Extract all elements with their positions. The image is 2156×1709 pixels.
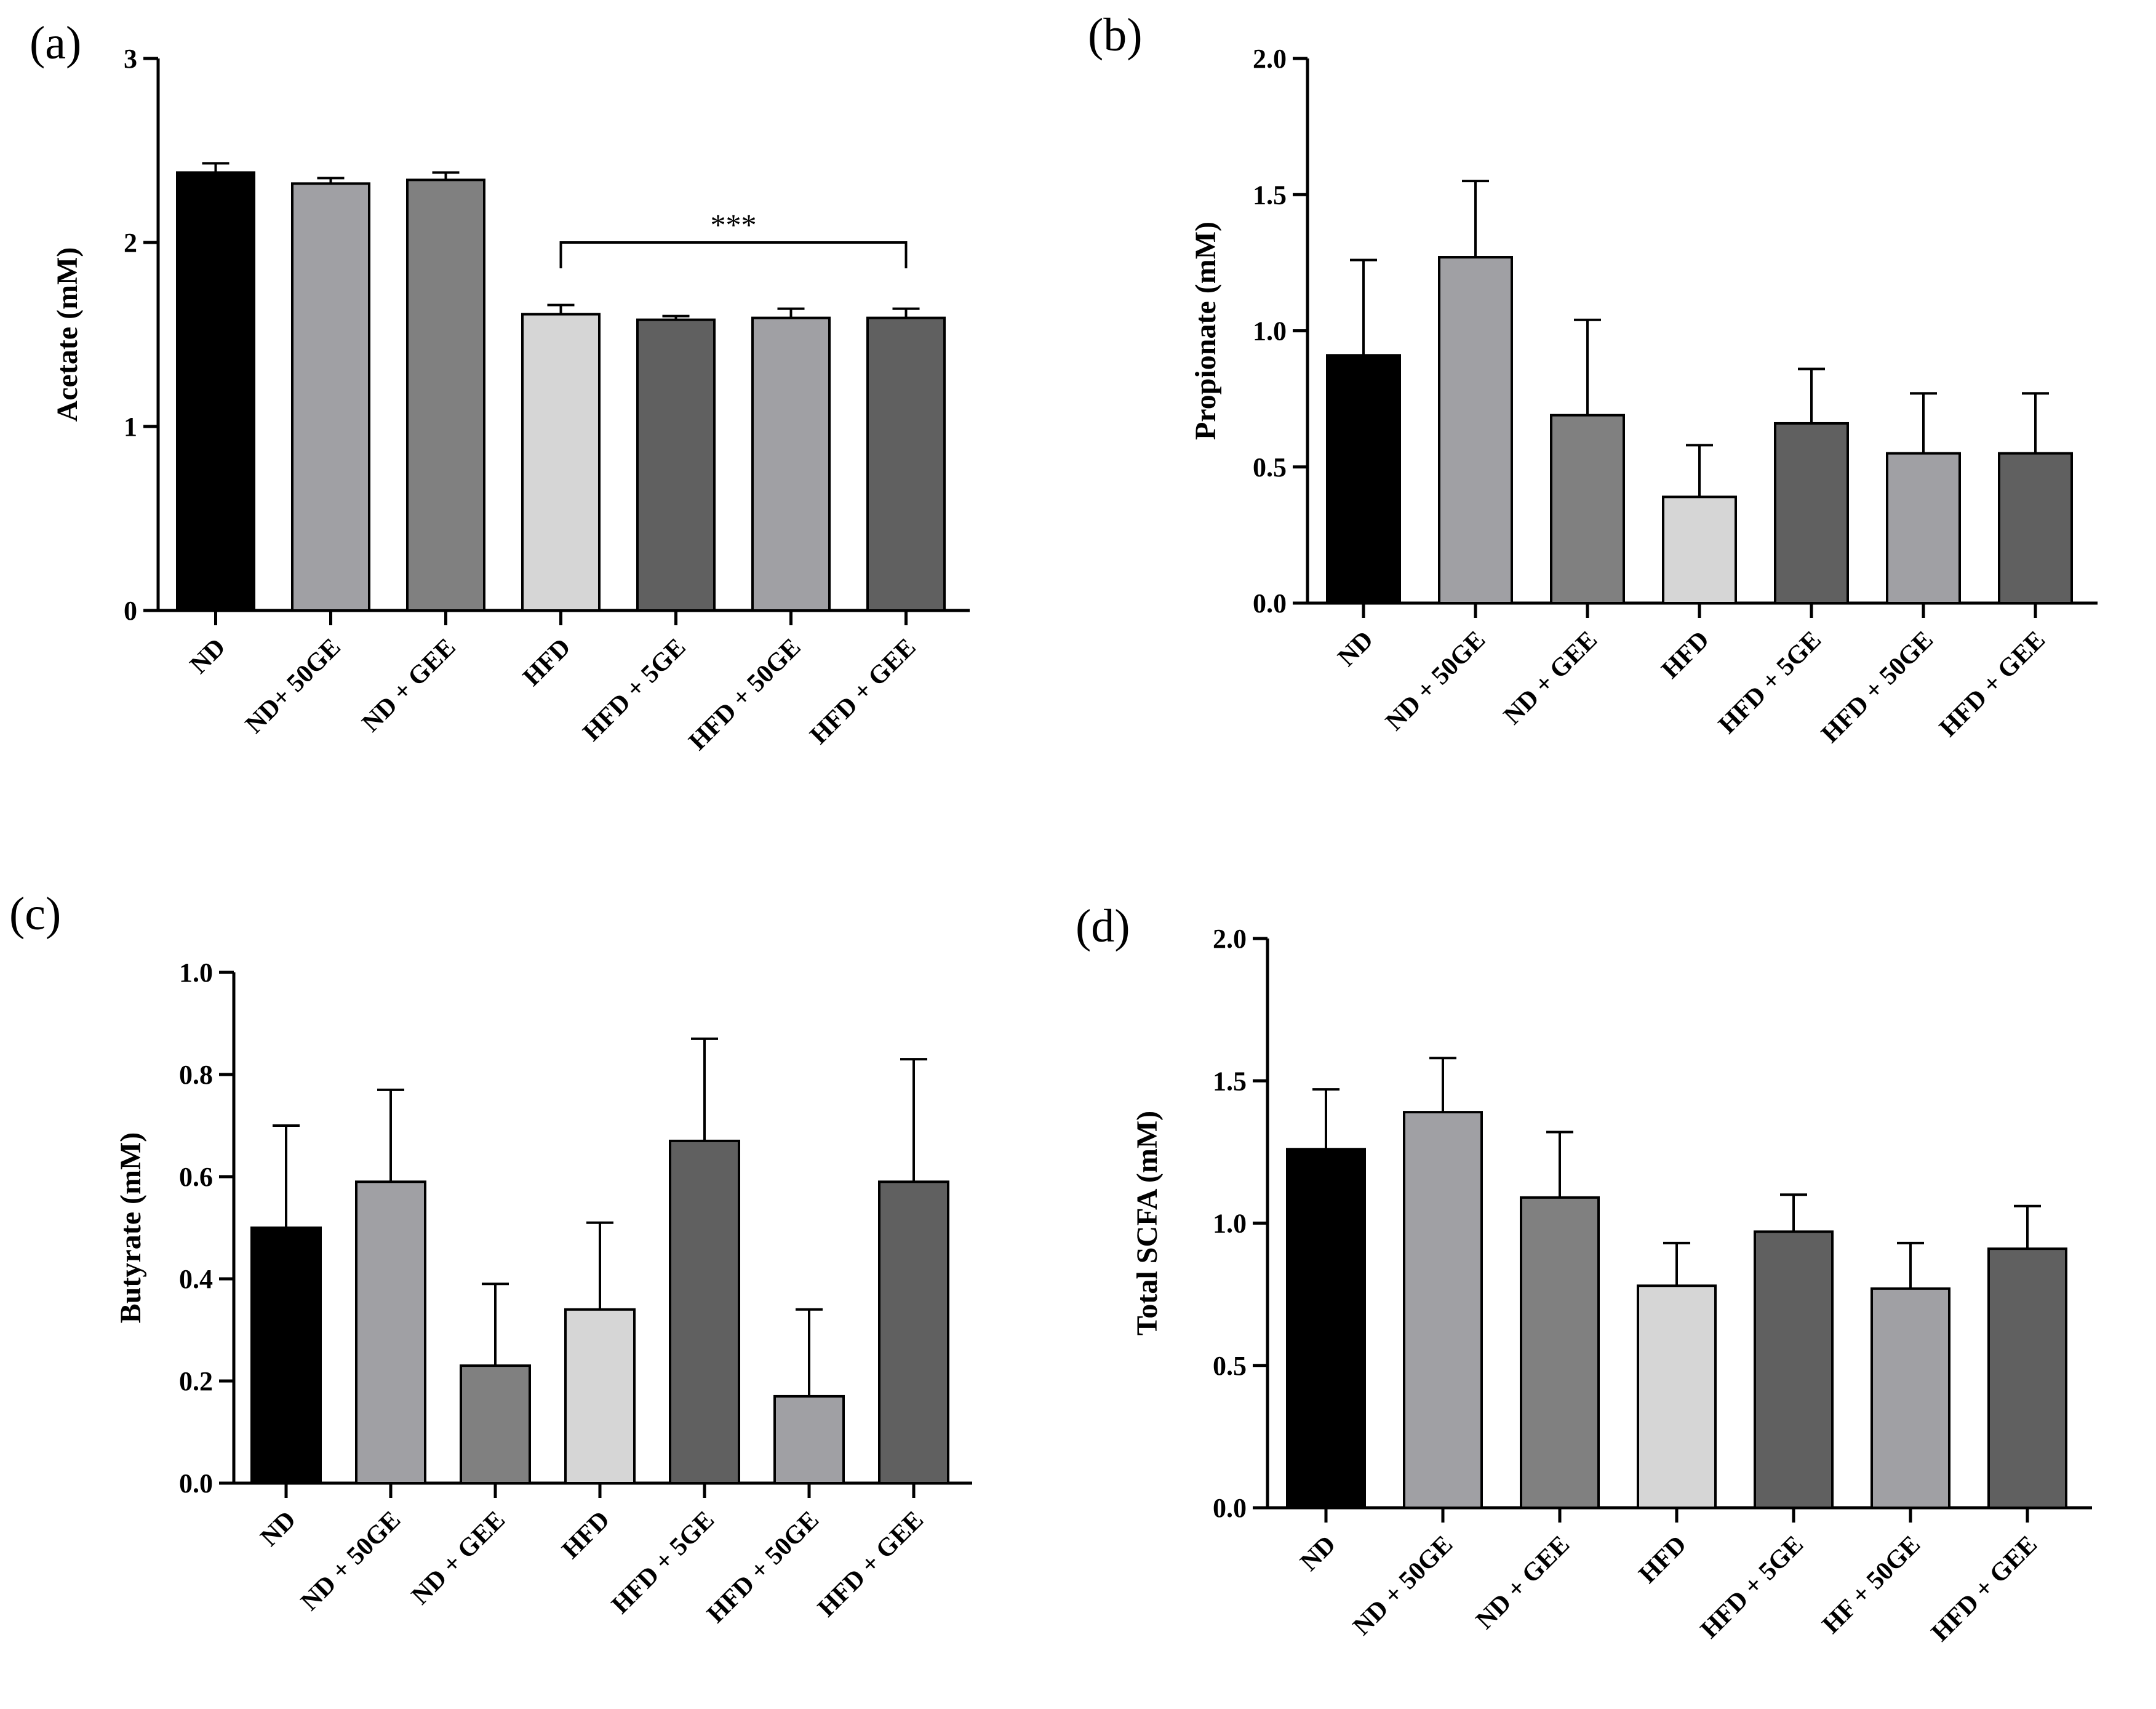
bar bbox=[1520, 1196, 1600, 1509]
y-axis-title: Acetate (mM) bbox=[51, 247, 84, 422]
y-tick-label: 3 bbox=[124, 44, 137, 74]
bar bbox=[878, 1180, 949, 1485]
category-label: ND bbox=[255, 1506, 301, 1552]
bar bbox=[564, 1308, 636, 1485]
category-label: ND + 50GE bbox=[1380, 626, 1491, 737]
bar bbox=[1286, 1148, 1366, 1509]
significance-label: *** bbox=[711, 207, 757, 242]
bar bbox=[1871, 1287, 1950, 1509]
bar bbox=[669, 1139, 740, 1484]
category-label: ND + GEE bbox=[1471, 1531, 1575, 1635]
category-label: ND + GEE bbox=[357, 633, 461, 738]
y-tick-label: 2 bbox=[124, 228, 137, 258]
bar bbox=[460, 1364, 531, 1485]
category-label: ND bbox=[1295, 1531, 1341, 1577]
category-label: ND + 50GE bbox=[1348, 1531, 1458, 1641]
y-tick-label: 0.5 bbox=[1253, 452, 1287, 482]
y-tick-label: 0.0 bbox=[179, 1468, 213, 1499]
y-tick-label: 1.0 bbox=[1253, 316, 1287, 346]
category-label: HFD bbox=[557, 1506, 615, 1564]
category-label: HFD + GEE bbox=[1926, 1531, 2043, 1647]
bar bbox=[1998, 452, 2073, 604]
bar bbox=[1403, 1111, 1483, 1509]
bar bbox=[250, 1227, 322, 1484]
category-label: ND bbox=[185, 633, 231, 679]
y-tick-label: 0.5 bbox=[1213, 1351, 1247, 1381]
y-axis-title: Propionate (mM) bbox=[1189, 222, 1222, 440]
y-tick-label: 0.6 bbox=[179, 1162, 213, 1192]
bar bbox=[521, 313, 601, 612]
y-tick-label: 1 bbox=[124, 412, 137, 442]
panel-label: (b) bbox=[1088, 9, 1143, 61]
y-tick-label: 1.5 bbox=[1213, 1066, 1247, 1096]
y-tick-label: 2.0 bbox=[1213, 924, 1247, 954]
bar bbox=[176, 171, 255, 612]
y-tick-label: 0.2 bbox=[179, 1366, 213, 1396]
bar bbox=[1637, 1284, 1717, 1509]
category-label: ND + 50GE bbox=[295, 1506, 406, 1617]
y-axis-title: Butyrate (mM) bbox=[114, 1132, 147, 1324]
y-tick-label: 1.5 bbox=[1253, 180, 1287, 210]
panel-a-acetate-chart: (a) 0 1 2 3 Acetate (mM) ND ND+ 50GE ND + GEE HFD… bbox=[30, 17, 970, 756]
bar bbox=[1774, 422, 1849, 604]
category-label: HFD + 5GE bbox=[606, 1506, 720, 1620]
panel-label: (c) bbox=[9, 888, 61, 940]
y-tick-label: 0.0 bbox=[1213, 1493, 1247, 1523]
bar bbox=[1754, 1230, 1834, 1509]
bar bbox=[1550, 414, 1625, 604]
y-tick-label: 0.0 bbox=[1253, 588, 1287, 618]
y-axis-title: Total SCFA (mM) bbox=[1131, 1111, 1164, 1335]
category-label: HFD + 50GE bbox=[684, 633, 807, 756]
panel-label: (a) bbox=[30, 17, 81, 69]
bar bbox=[291, 182, 370, 612]
panel-label: (d) bbox=[1076, 900, 1130, 952]
category-label: HF + 50GE bbox=[1817, 1531, 1926, 1639]
y-tick-label: 0 bbox=[124, 596, 137, 626]
bar bbox=[1987, 1247, 2067, 1509]
bar bbox=[773, 1395, 845, 1484]
category-label: HFD + GEE bbox=[1934, 626, 2051, 743]
bar bbox=[406, 178, 485, 612]
category-label: HFD + GEE bbox=[805, 633, 922, 750]
category-label: HFD + GEE bbox=[812, 1506, 929, 1623]
y-tick-label: 1.0 bbox=[1213, 1209, 1247, 1239]
y-tick-label: 0.8 bbox=[179, 1060, 213, 1090]
category-label: HFD + 5GE bbox=[578, 633, 692, 747]
category-label: ND bbox=[1333, 626, 1379, 672]
significance-bracket bbox=[559, 241, 908, 268]
bar bbox=[866, 316, 946, 612]
category-label: HFD bbox=[1634, 1531, 1692, 1589]
bar bbox=[1662, 495, 1737, 604]
bar bbox=[1886, 452, 1961, 604]
bar bbox=[636, 318, 716, 612]
category-label: HFD bbox=[517, 633, 576, 692]
y-tick-label: 0.4 bbox=[179, 1264, 213, 1294]
y-tick-label: 1.0 bbox=[179, 958, 213, 988]
category-label: ND + GEE bbox=[406, 1506, 511, 1611]
category-label: HFD + 50GE bbox=[1816, 626, 1939, 749]
category-label: HFD + 5GE bbox=[1695, 1531, 1809, 1644]
category-label: HFD + 5GE bbox=[1713, 626, 1827, 740]
bar bbox=[751, 316, 831, 612]
bar bbox=[1438, 256, 1513, 604]
category-label: HFD + 50GE bbox=[701, 1506, 824, 1629]
category-label: ND + GEE bbox=[1498, 626, 1603, 730]
category-label: ND+ 50GE bbox=[240, 633, 346, 739]
bar bbox=[1326, 354, 1401, 604]
bar bbox=[355, 1180, 426, 1485]
y-tick-label: 2.0 bbox=[1253, 44, 1287, 74]
category-label: HFD bbox=[1656, 626, 1715, 684]
